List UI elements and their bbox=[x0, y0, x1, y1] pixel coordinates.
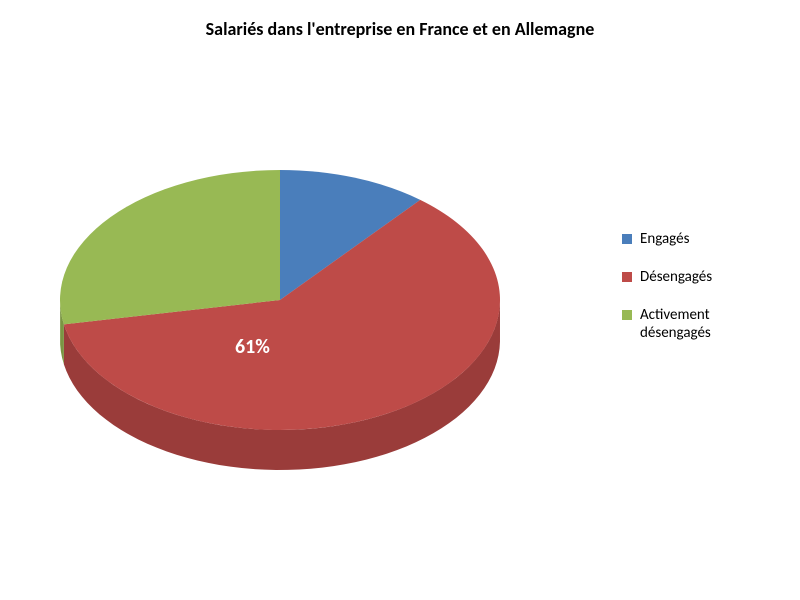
legend-label: Engagés bbox=[640, 230, 689, 248]
chart-container: { "chart": { "type": "pie", "is_3d": tru… bbox=[0, 0, 800, 600]
legend-swatch bbox=[622, 234, 632, 244]
pie-slice-top bbox=[60, 170, 280, 324]
legend-swatch bbox=[622, 310, 632, 320]
legend-label: Activement désengagés bbox=[640, 306, 760, 342]
legend: Engagés Désengagés Activement désengagés bbox=[622, 230, 760, 362]
legend-item: Activement désengagés bbox=[622, 306, 760, 342]
legend-label: Désengagés bbox=[640, 268, 712, 286]
legend-swatch bbox=[622, 272, 632, 282]
slice-label: 61% bbox=[235, 335, 270, 359]
slice-label: 11% bbox=[310, 130, 345, 154]
slice-label: 28% bbox=[112, 155, 147, 179]
legend-item: Engagés bbox=[622, 230, 760, 248]
legend-item: Désengagés bbox=[622, 268, 760, 286]
